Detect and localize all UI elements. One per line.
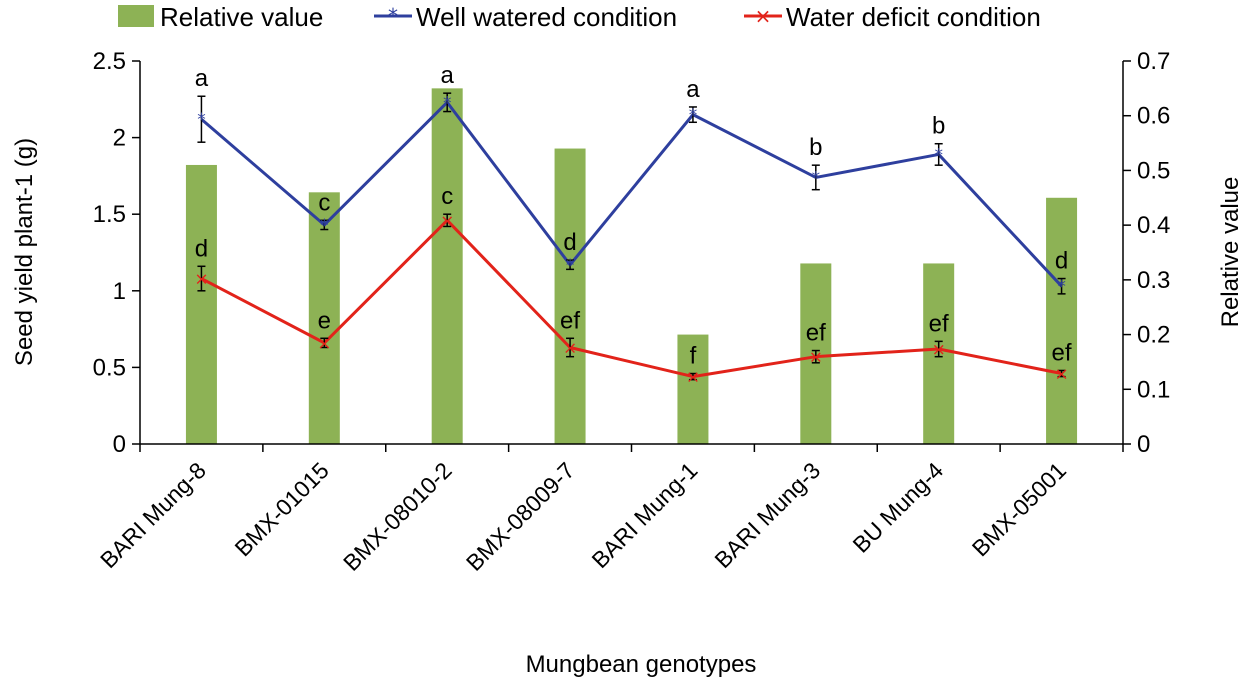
x-tick-label: BMX-08010-2 [338, 457, 457, 576]
x-tick-label: BMX-05001 [967, 457, 1071, 561]
significance-letter-well-watered: c [318, 189, 330, 216]
significance-letter-water-deficit: ef [806, 320, 826, 347]
significance-letter-water-deficit: e [318, 307, 331, 334]
line-well-watered [200, 100, 1063, 288]
bar-relative-value [431, 88, 463, 444]
point-water-deficit: × [440, 211, 454, 231]
point-well-watered: * [689, 106, 698, 126]
x-tick-label: BMX-08009-7 [461, 457, 580, 576]
point-water-deficit: × [809, 348, 823, 368]
y2-tick-label: 0.2 [1137, 322, 1170, 349]
y2-tick-label: 0.4 [1137, 212, 1170, 239]
x-tick-label: BARI Mung-1 [586, 457, 702, 573]
y2-tick-label: 0.5 [1137, 157, 1170, 184]
x-tick-label: BARI Mung-8 [95, 457, 211, 573]
significance-letter-water-deficit: d [195, 235, 208, 262]
legend-marker-water-deficit: × [755, 4, 772, 28]
point-water-deficit: × [317, 334, 331, 354]
legend-label-relative-value: Relative value [160, 2, 323, 32]
bar-relative-value [308, 192, 340, 444]
point-well-watered: * [320, 216, 329, 236]
legend-label-well-watered: Well watered condition [416, 2, 677, 32]
legend: Relative value * Well watered condition … [118, 2, 1041, 32]
point-well-watered: * [443, 93, 452, 113]
significance-letter-well-watered: b [809, 134, 822, 161]
bar-relative-value [554, 148, 586, 445]
point-water-deficit: × [686, 368, 700, 388]
line-water-deficit [200, 218, 1062, 379]
y2-tick-label: 0.1 [1137, 376, 1170, 403]
y-tick-label: 0 [113, 431, 126, 458]
legend-marker-well-watered: * [388, 4, 398, 28]
significance-letter-well-watered: d [1055, 248, 1068, 275]
significance-letter-water-deficit: ef [560, 307, 580, 334]
bar-relative-value [185, 164, 217, 444]
point-water-deficit: × [1054, 365, 1068, 385]
significance-letter-well-watered: d [563, 229, 576, 256]
x-tick-label: BU Mung-4 [848, 457, 949, 558]
significance-letter-well-watered: a [441, 62, 455, 89]
y-tick-label: 0.5 [93, 354, 126, 381]
bar-relative-value [1046, 197, 1078, 444]
point-water-deficit: × [932, 340, 946, 360]
y2-tick-label: 0 [1137, 431, 1150, 458]
significance-letter-well-watered: b [932, 113, 945, 140]
point-well-watered: * [1057, 277, 1066, 297]
significance-letter-well-watered: a [195, 65, 209, 92]
point-water-deficit: × [563, 338, 577, 358]
x-axis-title: Mungbean genotypes [526, 651, 757, 678]
bar-relative-value [677, 334, 709, 444]
y2-tick-label: 0.6 [1137, 103, 1170, 130]
y-tick-label: 1 [113, 278, 126, 305]
significance-letter-water-deficit: c [441, 183, 453, 210]
y-axis-title: Seed yield plant-1 (g) [11, 138, 38, 366]
legend-swatch-relative-value [118, 5, 154, 27]
y-tick-label: 2 [113, 125, 126, 152]
x-tick-label: BMX-01015 [230, 457, 334, 561]
y2-axis-title: Relative value [1217, 177, 1244, 328]
significance-letter-water-deficit: f [690, 343, 697, 370]
point-well-watered: * [812, 168, 821, 188]
point-well-watered: * [934, 145, 943, 165]
x-tick-label: BARI Mung-3 [709, 457, 825, 573]
legend-label-water-deficit: Water deficit condition [786, 2, 1041, 32]
y-tick-label: 1.5 [93, 201, 126, 228]
significance-letter-water-deficit: ef [1052, 339, 1072, 366]
y2-tick-label: 0.7 [1137, 48, 1170, 75]
significance-letter-water-deficit: ef [929, 310, 949, 337]
y-tick-label: 2.5 [93, 48, 126, 75]
point-water-deficit: × [194, 270, 208, 290]
significance-letter-well-watered: a [686, 76, 700, 103]
y2-tick-label: 0.3 [1137, 267, 1170, 294]
point-well-watered: * [197, 110, 206, 130]
point-well-watered: * [566, 256, 575, 276]
